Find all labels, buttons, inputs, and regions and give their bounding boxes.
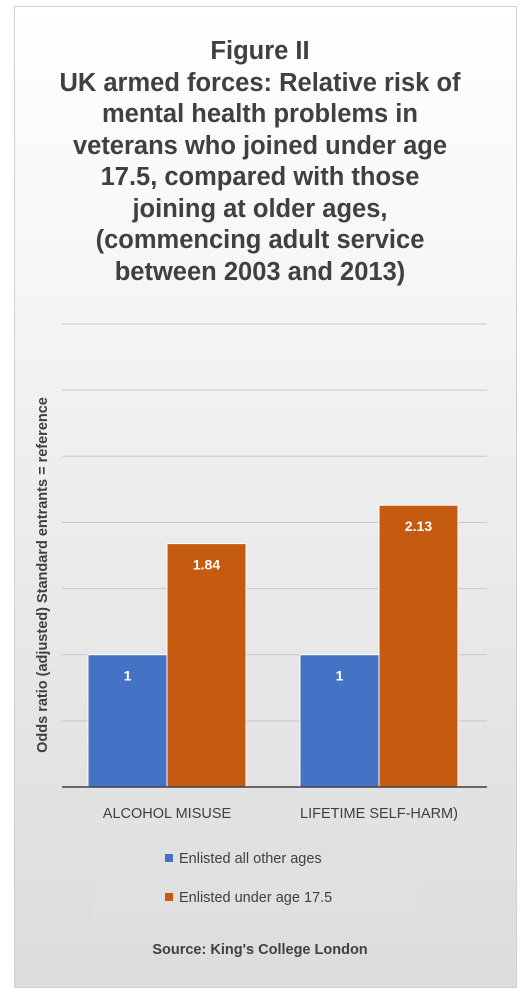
legend-item-under-17-5: Enlisted under age 17.5 bbox=[165, 890, 332, 906]
title-line: UK armed forces: Relative risk of bbox=[59, 68, 461, 97]
legend-item-other-ages: Enlisted all other ages bbox=[165, 851, 322, 867]
x-tick-label: ALCOHOL MISUSE bbox=[103, 806, 232, 822]
bar-under-17-5 bbox=[378, 504, 459, 788]
legend: Enlisted all other ages Enlisted under a… bbox=[92, 841, 422, 919]
y-axis-label: Odds ratio (adjusted) Standard entrants … bbox=[35, 397, 51, 753]
bar-under-17-5 bbox=[166, 543, 247, 788]
title-line: (commencing adult service bbox=[95, 226, 425, 254]
title-line: mental health problems in bbox=[102, 100, 418, 128]
chart-frame bbox=[14, 6, 517, 988]
chart-title: Figure II UK armed forces: Relative risk… bbox=[50, 36, 470, 288]
legend-label: Enlisted all other ages bbox=[179, 851, 322, 867]
data-label: 1 bbox=[124, 668, 132, 684]
legend-swatch bbox=[165, 893, 173, 901]
bar-other-ages bbox=[299, 654, 380, 788]
title-line: between 2003 and 2013) bbox=[114, 257, 406, 286]
data-label: 1 bbox=[336, 668, 344, 684]
legend-label: Enlisted under age 17.5 bbox=[179, 890, 333, 906]
source-note: Source: King's College London bbox=[152, 942, 368, 958]
data-label: 2.13 bbox=[405, 518, 432, 534]
title-line: veterans who joined under age bbox=[72, 131, 448, 160]
title-line: Figure II bbox=[210, 37, 310, 65]
legend-swatch bbox=[165, 854, 173, 862]
title-line: joining at older ages, bbox=[132, 194, 388, 223]
title-line: 17.5, compared with those bbox=[100, 163, 420, 191]
x-tick-label: LIFETIME SELF-HARM) bbox=[300, 806, 458, 822]
data-label: 1.84 bbox=[193, 557, 220, 573]
